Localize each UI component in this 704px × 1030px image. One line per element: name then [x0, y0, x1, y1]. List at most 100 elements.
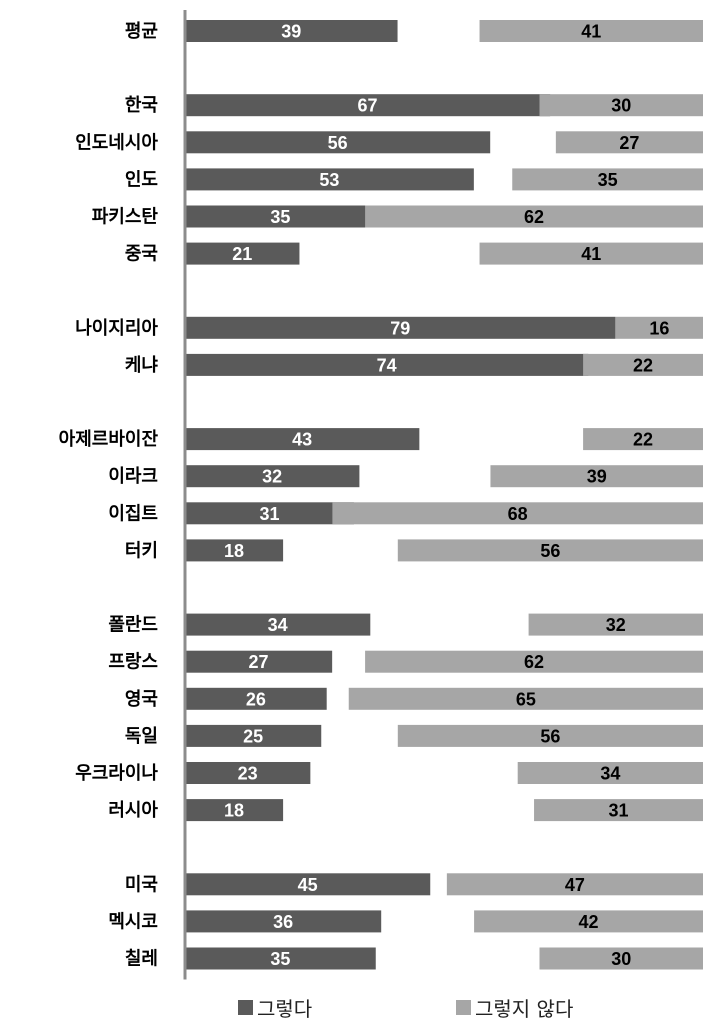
- value-label-yes: 21: [232, 244, 252, 264]
- bar-yes: [185, 502, 354, 525]
- value-label-yes: 34: [268, 615, 288, 635]
- value-label-yes: 56: [328, 133, 348, 153]
- category-label: 인도: [125, 169, 158, 190]
- bar-yes: [185, 205, 376, 228]
- value-label-yes: 32: [262, 467, 282, 487]
- bar-no: [583, 428, 703, 451]
- value-label-no: 31: [609, 801, 629, 821]
- value-label-no: 56: [540, 541, 560, 561]
- value-label-yes: 79: [390, 318, 410, 338]
- category-label: 케냐: [125, 355, 159, 376]
- bar-no: [517, 762, 703, 784]
- value-label-yes: 53: [319, 170, 339, 190]
- value-label-yes: 36: [273, 912, 293, 932]
- bar-yes: [185, 316, 616, 339]
- bar-yes: [185, 724, 322, 747]
- bar-no: [474, 910, 703, 933]
- bar-no: [446, 873, 703, 896]
- value-label-no: 47: [565, 875, 585, 895]
- bar-yes: [185, 947, 376, 970]
- bar-no: [615, 316, 703, 339]
- value-label-no: 41: [581, 244, 601, 264]
- value-label-yes: 23: [238, 764, 258, 784]
- category-label: 터키: [125, 540, 158, 561]
- value-label-no: 30: [611, 949, 631, 969]
- category-label: 프랑스: [108, 652, 158, 673]
- bar-yes: [185, 650, 333, 673]
- category-label: 이집트: [108, 503, 158, 524]
- legend-swatch-yes: [238, 1000, 253, 1015]
- bar-no: [332, 502, 703, 525]
- category-label: 폴란드: [108, 615, 158, 636]
- bar-no: [479, 20, 703, 42]
- bar-no: [583, 353, 703, 376]
- value-label-no: 39: [587, 467, 607, 487]
- value-label-no: 68: [508, 504, 528, 524]
- bar-no: [528, 613, 703, 636]
- bar-no: [490, 465, 703, 488]
- bar-yes: [185, 94, 551, 117]
- value-label-no: 27: [619, 133, 639, 153]
- bar-yes: [185, 131, 491, 154]
- value-label-yes: 18: [224, 541, 244, 561]
- value-label-yes: 43: [292, 430, 312, 450]
- value-label-yes: 27: [249, 652, 269, 672]
- category-label: 나이지리아: [75, 318, 158, 339]
- value-label-yes: 25: [243, 726, 263, 746]
- bar-yes: [185, 613, 371, 636]
- value-label-no: 16: [649, 318, 669, 338]
- bar-yes: [185, 687, 327, 710]
- bar-yes: [185, 539, 284, 562]
- value-label-yes: 35: [270, 949, 290, 969]
- value-label-no: 30: [611, 96, 631, 116]
- value-label-yes: 39: [281, 22, 301, 42]
- value-label-no: 62: [524, 652, 544, 672]
- bar-yes: [185, 465, 360, 488]
- value-label-no: 62: [524, 207, 544, 227]
- bar-no: [397, 724, 703, 747]
- value-label-yes: 18: [224, 801, 244, 821]
- category-label: 영국: [125, 689, 158, 710]
- category-label: 러시아: [108, 800, 158, 821]
- category-label: 파키스탄: [92, 207, 159, 228]
- category-label: 한국: [125, 95, 158, 116]
- bar-yes: [185, 353, 589, 376]
- bar-yes: [185, 762, 311, 784]
- value-label-no: 35: [598, 170, 618, 190]
- bar-no: [512, 168, 703, 191]
- bar-yes: [185, 799, 284, 822]
- bar-yes: [185, 428, 420, 451]
- bar-yes: [185, 910, 382, 933]
- category-label: 미국: [125, 874, 158, 895]
- bar-no: [539, 94, 703, 117]
- bar-yes: [185, 242, 300, 265]
- value-label-no: 56: [540, 726, 560, 746]
- legend-label-no: 그렇지 않다: [475, 997, 573, 1021]
- category-label: 중국: [125, 244, 158, 265]
- bar-yes: [185, 20, 398, 42]
- value-label-yes: 45: [298, 875, 318, 895]
- category-label: 인도네시아: [75, 132, 158, 153]
- category-label: 이라크: [108, 466, 158, 487]
- bar-yes: [185, 873, 431, 896]
- bar-no: [365, 205, 703, 228]
- bar-no: [365, 650, 703, 673]
- value-label-no: 65: [516, 689, 536, 709]
- value-label-no: 32: [606, 615, 626, 635]
- category-label: 독일: [125, 726, 158, 747]
- value-label-no: 22: [633, 355, 653, 375]
- category-label: 아제르바이잔: [59, 429, 159, 450]
- bar-no: [539, 947, 703, 970]
- value-label-no: 22: [633, 430, 653, 450]
- value-label-yes: 35: [270, 207, 290, 227]
- category-label: 우크라이나: [75, 763, 158, 784]
- value-label-yes: 74: [377, 355, 397, 375]
- value-label-yes: 26: [246, 689, 266, 709]
- category-label: 평균: [125, 21, 158, 42]
- category-label: 멕시코: [108, 911, 158, 932]
- bar-no: [534, 799, 703, 822]
- bar-no: [555, 131, 703, 154]
- value-label-yes: 67: [358, 96, 378, 116]
- bar-yes: [185, 168, 474, 191]
